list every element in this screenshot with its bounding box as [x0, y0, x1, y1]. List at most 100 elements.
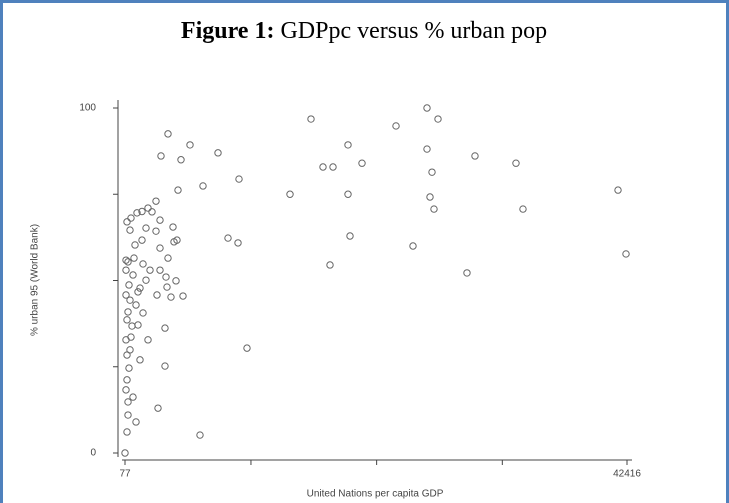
point: [163, 283, 171, 291]
point: [142, 224, 150, 232]
point: [124, 411, 132, 419]
point: [133, 209, 141, 217]
point: [136, 284, 144, 292]
point: [199, 182, 207, 190]
point: [177, 156, 185, 164]
point: [152, 227, 160, 235]
point: [132, 301, 140, 309]
point: [179, 292, 187, 300]
y-tick-label: 0: [90, 448, 96, 459]
point: [162, 273, 170, 281]
point: [125, 364, 133, 372]
point: [164, 130, 172, 138]
point: [122, 266, 130, 274]
point: [156, 216, 164, 224]
point: [123, 428, 131, 436]
point: [148, 208, 156, 216]
point: [122, 291, 130, 299]
point: [170, 238, 178, 246]
point: [134, 321, 142, 329]
point: [130, 254, 138, 262]
point: [129, 393, 137, 401]
point: [169, 223, 177, 231]
point: [124, 308, 132, 316]
point: [430, 205, 438, 213]
point: [138, 207, 146, 216]
point: [156, 244, 164, 252]
point: [121, 449, 129, 457]
point: [224, 234, 232, 242]
point: [286, 190, 294, 198]
point: [142, 276, 150, 284]
y-axis-label: % urban 95 (World Bank): [30, 224, 41, 336]
point: [329, 163, 337, 171]
point: [471, 152, 479, 160]
title-prefix: Figure 1:: [181, 18, 275, 44]
x-tick-label: 42416: [613, 469, 641, 480]
point: [214, 149, 222, 157]
point: [122, 386, 130, 394]
point: [243, 344, 251, 352]
point: [519, 205, 527, 213]
point: [167, 293, 175, 301]
point: [154, 404, 162, 412]
point: [124, 398, 132, 406]
point: [126, 226, 134, 234]
x-tick-label: 77: [119, 469, 131, 480]
point: [409, 242, 417, 250]
point: [622, 250, 630, 258]
point: [307, 115, 315, 123]
point: [423, 145, 431, 153]
point: [392, 122, 400, 130]
point: [124, 258, 132, 266]
y-tick-label: 100: [79, 103, 96, 114]
point: [344, 190, 352, 198]
point: [131, 241, 139, 249]
point: [161, 324, 169, 332]
point: [123, 218, 131, 226]
point: [346, 232, 354, 240]
point: [512, 159, 520, 167]
point: [428, 168, 436, 176]
x-axis-label: United Nations per capita GDP: [307, 489, 444, 500]
point: [125, 281, 133, 289]
point: [139, 309, 147, 317]
point: [326, 261, 334, 269]
point: [319, 163, 327, 171]
point: [123, 351, 131, 359]
point: [358, 159, 366, 167]
chart-title: Figure 1: GDPpc versus % urban pop: [181, 18, 547, 44]
point: [136, 356, 144, 364]
title-text: GDPpc versus % urban pop: [280, 18, 547, 44]
point: [161, 362, 169, 370]
point: [463, 269, 471, 277]
point: [614, 186, 622, 194]
point: [146, 266, 154, 274]
point: [122, 256, 130, 264]
point: [234, 239, 242, 247]
point: [434, 115, 442, 123]
point: [123, 376, 131, 384]
point: [186, 141, 194, 149]
point: [196, 431, 204, 439]
point: [235, 175, 243, 183]
point: [426, 193, 434, 201]
point: [157, 152, 165, 160]
point: [423, 104, 431, 112]
point: [128, 322, 136, 330]
point: [164, 254, 172, 262]
point: [132, 418, 140, 426]
point: [134, 288, 142, 296]
point: [144, 336, 152, 344]
point: [153, 291, 161, 299]
point: [123, 316, 131, 324]
point: [139, 260, 147, 268]
point: [344, 141, 352, 149]
point: [127, 214, 135, 222]
point: [126, 296, 134, 304]
point: [122, 336, 130, 344]
point: [172, 277, 180, 285]
point: [152, 197, 160, 205]
